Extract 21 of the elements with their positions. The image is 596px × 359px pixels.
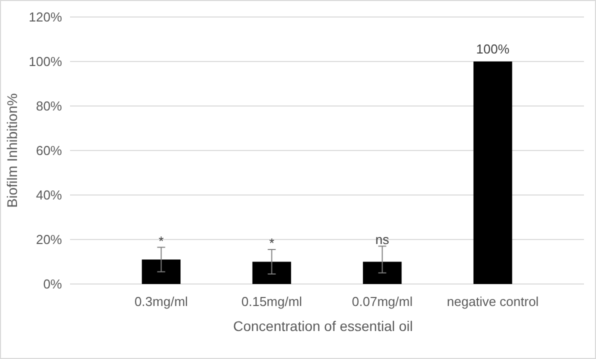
y-tick-label: 100% — [28, 54, 62, 70]
annotation: * — [269, 236, 274, 251]
data-label: 100% — [476, 42, 510, 56]
y-tick-label: 80% — [36, 98, 62, 114]
x-tick-label: 0.3mg/ml — [134, 294, 188, 309]
bar — [473, 62, 512, 284]
annotation: ns — [375, 232, 390, 248]
y-tick-label: 120% — [28, 10, 62, 25]
y-tick-label: 60% — [36, 143, 62, 158]
bar — [362, 262, 402, 284]
y-axis-title: Biofilm Inhibition% — [4, 93, 20, 208]
x-tick-label: 0.15mg/ml — [241, 294, 302, 309]
x-tick-label: negative control — [446, 294, 539, 309]
bar — [142, 260, 181, 284]
bar — [252, 262, 292, 284]
y-tick-label: 40% — [36, 188, 62, 203]
y-tick-label: 0% — [43, 276, 62, 292]
y-tick-label: 20% — [36, 232, 62, 248]
annotation: * — [158, 233, 164, 248]
x-axis-title: Concentration of essential oil — [233, 318, 413, 334]
x-tick-label: 0.07mg/ml — [352, 294, 413, 309]
